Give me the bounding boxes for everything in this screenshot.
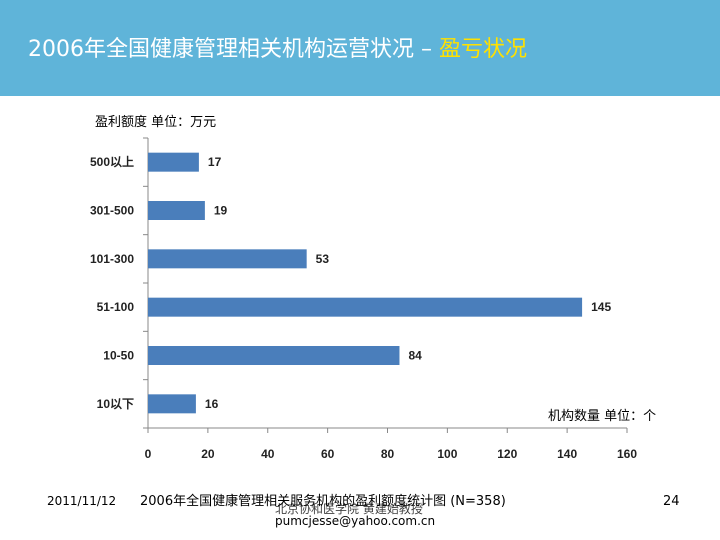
bar: [148, 346, 400, 365]
data-label: 84: [408, 349, 422, 363]
bar: [148, 201, 205, 220]
y-axis-unit-label: 盈利额度 单位：万元: [95, 115, 217, 130]
category-label: 301-500: [90, 204, 134, 218]
x-tick-label: 60: [321, 447, 335, 461]
footer-date: 2011/11/12: [47, 494, 117, 508]
bar: [148, 152, 199, 172]
footer-email: pumcjesse@yahoo.com.cn: [275, 514, 436, 528]
category-label: 10以下: [97, 397, 134, 411]
bar: [148, 297, 583, 317]
data-label: 53: [316, 252, 330, 266]
header-banner: 2006年全国健康管理相关机构运营状况 – 盈亏状况: [0, 0, 720, 96]
x-tick-label: 140: [557, 447, 577, 461]
data-label: 145: [591, 300, 611, 314]
data-label: 19: [214, 204, 228, 218]
bar: [148, 394, 196, 414]
x-tick-label: 20: [201, 447, 215, 461]
category-label: 500以上: [90, 154, 134, 169]
footer-org: 北京协和医学院 黄建始教授: [275, 502, 423, 516]
x-tick-label: 80: [381, 447, 395, 461]
x-axis-unit-label: 机构数量 单位：个: [548, 409, 657, 424]
x-tick-label: 0: [145, 447, 152, 461]
x-tick-label: 160: [617, 447, 637, 461]
data-label: 17: [208, 155, 222, 169]
chart-caption: 2006年全国健康管理相关服务机构的盈利额度统计图 (N=358): [140, 494, 506, 509]
x-tick-label: 120: [497, 447, 517, 461]
category-label: 101-300: [90, 252, 134, 266]
category-label: 51-100: [97, 300, 135, 314]
category-label: 10-50: [103, 349, 134, 363]
bar: [148, 249, 307, 269]
x-tick-label: 100: [437, 447, 457, 461]
page-number: 24: [663, 494, 680, 509]
title-accent: 盈亏状况: [438, 37, 527, 62]
data-label: 16: [205, 397, 219, 411]
title-main: 2006年全国健康管理相关机构运营状况 –: [28, 37, 432, 62]
slide-title: 2006年全国健康管理相关机构运营状况 – 盈亏状况: [28, 30, 527, 70]
x-tick-label: 40: [261, 447, 275, 461]
